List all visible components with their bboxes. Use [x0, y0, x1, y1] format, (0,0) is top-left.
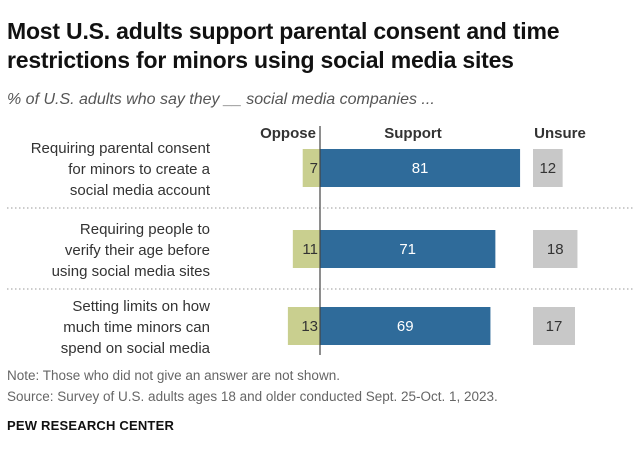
- bar-unsure: [533, 307, 575, 345]
- column-header-oppose: Oppose: [260, 125, 316, 142]
- chart-subtitle: % of U.S. adults who say they __ social …: [7, 91, 435, 108]
- value-support: 69: [397, 318, 414, 335]
- category-label-line: spend on social media: [61, 340, 211, 357]
- value-support: 71: [399, 241, 416, 258]
- chart-title: Most U.S. adults support parental consen…: [7, 18, 560, 73]
- bar-oppose: [302, 149, 320, 187]
- category-label-line: Requiring people to: [80, 221, 210, 238]
- value-oppose: 11: [302, 241, 318, 258]
- category-label-line: social media account: [70, 182, 211, 199]
- chart-note: Note: Those who did not give an answer a…: [7, 368, 340, 383]
- category-label-line: Requiring parental consent: [31, 140, 211, 157]
- value-oppose: 13: [301, 318, 318, 335]
- bar-oppose: [292, 230, 320, 268]
- category-label-line: for minors to create a: [68, 161, 210, 178]
- bar-support: [320, 149, 521, 187]
- bar-support: [320, 230, 496, 268]
- value-unsure: 17: [546, 318, 563, 335]
- category-label-line: verify their age before: [65, 242, 210, 259]
- category-label-line: Setting limits on how: [72, 298, 210, 315]
- bar-unsure: [533, 230, 578, 268]
- bar-oppose: [287, 307, 320, 345]
- value-support: 81: [412, 160, 429, 177]
- bar-support: [320, 307, 491, 345]
- diverging-bar-chart: Oppose Support Unsure Requiring parental co…: [7, 125, 633, 357]
- category-label-line: much time minors can: [63, 319, 210, 336]
- value-unsure: 12: [539, 160, 556, 177]
- column-header-support: Support: [384, 125, 442, 142]
- brand-logo-text: PEW RESEARCH CENTER: [7, 418, 175, 433]
- column-header-unsure: Unsure: [534, 125, 586, 142]
- value-oppose: 7: [310, 160, 318, 177]
- chart-source: Source: Survey of U.S. adults ages 18 an…: [7, 389, 498, 404]
- value-unsure: 18: [547, 241, 564, 258]
- bar-unsure: [533, 149, 563, 187]
- category-label-line: using social media sites: [52, 263, 210, 280]
